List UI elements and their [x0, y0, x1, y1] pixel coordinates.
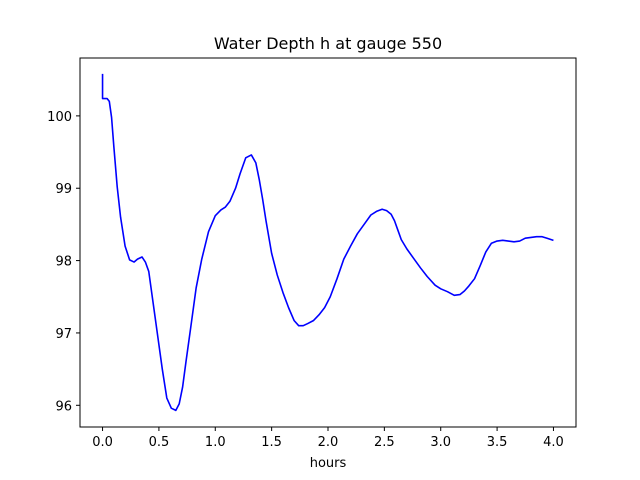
y-tick-label: 96 — [55, 399, 72, 414]
x-tick-label: 1.0 — [205, 435, 226, 450]
x-tick-label: 3.0 — [430, 435, 451, 450]
chart-title: Water Depth h at gauge 550 — [214, 34, 442, 53]
x-axis-label: hours — [310, 456, 347, 471]
x-tick-label: 2.5 — [374, 435, 395, 450]
y-tick-label: 100 — [47, 110, 72, 125]
x-tick-label: 2.0 — [318, 435, 339, 450]
y-tick-label: 97 — [55, 327, 72, 342]
series-line-0 — [101, 73, 554, 412]
y-tick-label: 98 — [55, 255, 72, 270]
x-tick-label: 3.5 — [487, 435, 508, 450]
x-tick-label: 0.5 — [149, 435, 170, 450]
x-tick-label: 1.5 — [261, 435, 282, 450]
x-tick-label: 0.0 — [92, 435, 113, 450]
y-tick-label: 99 — [55, 182, 72, 197]
x-tick-label: 4.0 — [543, 435, 564, 450]
